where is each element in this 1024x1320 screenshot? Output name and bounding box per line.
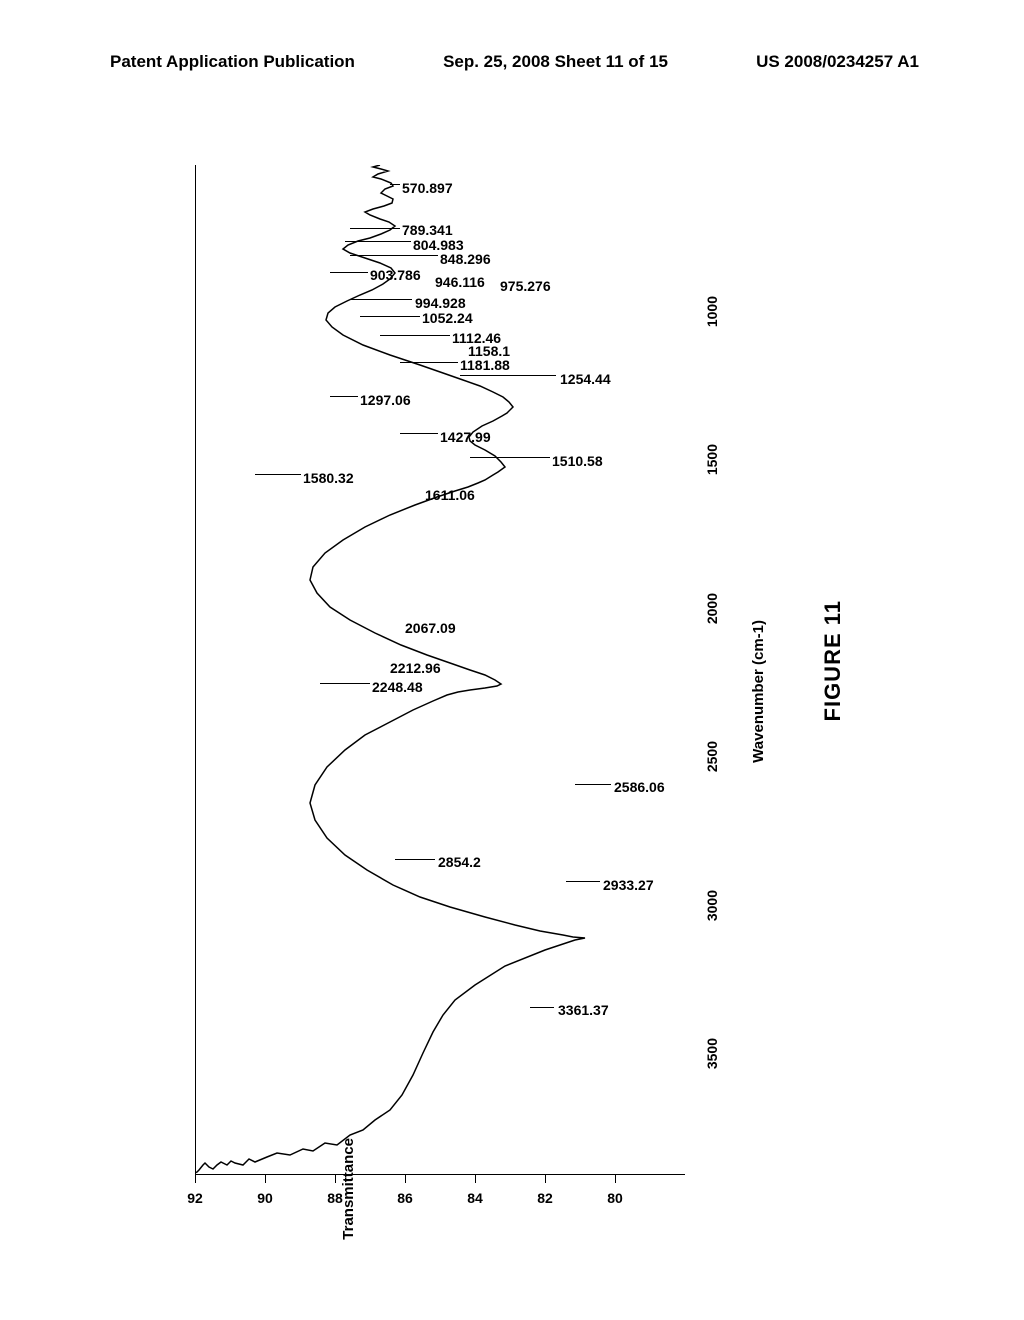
x-tick-label: 92 (187, 1190, 203, 1206)
x-tick (265, 1175, 266, 1183)
peak-label: 1254.44 (560, 371, 611, 387)
y-tick-label: 1500 (704, 444, 720, 475)
peak-indicator-line (330, 272, 368, 273)
x-tick-label: 82 (537, 1190, 553, 1206)
peak-indicator-line (566, 881, 600, 882)
page-header: Patent Application Publication Sep. 25, … (0, 52, 1024, 72)
peak-indicator-line (530, 1007, 554, 1008)
peak-label: 1427.99 (440, 429, 491, 445)
peak-label: 1580.32 (303, 470, 354, 486)
y-tick-label: 2000 (704, 593, 720, 624)
peak-label: 848.296 (440, 251, 491, 267)
y-tick-label: 2500 (704, 741, 720, 772)
peak-indicator-line (350, 255, 438, 256)
peak-label: 789.341 (402, 222, 453, 238)
peak-indicator-line (350, 228, 400, 229)
x-axis-label: Transmittance (340, 1138, 357, 1240)
peak-label: 570.897 (402, 180, 453, 196)
peak-indicator-line (345, 241, 411, 242)
peak-indicator-line (255, 474, 301, 475)
peak-label: 946.116 (435, 274, 485, 290)
peak-indicator-line (360, 316, 420, 317)
peak-label: 1510.58 (552, 453, 603, 469)
peak-label: 903.786 (370, 267, 421, 283)
peak-label: 2586.06 (614, 779, 665, 795)
peak-label: 1052.24 (422, 310, 473, 326)
x-tick (615, 1175, 616, 1183)
x-tick-label: 80 (607, 1190, 623, 1206)
peak-indicator-line (470, 457, 550, 458)
peak-label: 1181.88 (460, 357, 510, 373)
y-axis-label: Wavenumber (cm-1) (750, 620, 767, 763)
peak-indicator-line (400, 362, 458, 363)
header-left: Patent Application Publication (110, 52, 355, 72)
x-tick (545, 1175, 546, 1183)
peak-indicator-line (330, 396, 358, 397)
figure-caption: FIGURE 11 (820, 600, 846, 721)
peak-label: 994.928 (415, 295, 466, 311)
x-tick-label: 84 (467, 1190, 483, 1206)
y-tick-label: 1000 (704, 296, 720, 327)
y-tick-label: 3000 (704, 890, 720, 921)
x-tick (335, 1175, 336, 1183)
y-tick-label: 3500 (704, 1038, 720, 1069)
peak-label: 2933.27 (603, 877, 654, 893)
peak-indicator-line (320, 683, 370, 684)
x-tick (475, 1175, 476, 1183)
x-tick (405, 1175, 406, 1183)
x-tick-label: 86 (397, 1190, 413, 1206)
peak-label: 2854.2 (438, 854, 481, 870)
peak-indicator-line (575, 784, 611, 785)
header-center: Sep. 25, 2008 Sheet 11 of 15 (443, 52, 668, 72)
peak-indicator-line (390, 184, 400, 185)
peak-label: 2212.96 (390, 660, 441, 676)
header-right: US 2008/0234257 A1 (756, 52, 919, 72)
x-tick (195, 1175, 196, 1183)
peak-indicator-line (350, 299, 412, 300)
peak-label: 2067.09 (405, 620, 456, 636)
x-tick-label: 90 (257, 1190, 273, 1206)
peak-indicator-line (395, 859, 435, 860)
peak-indicator-line (400, 433, 438, 434)
peak-label: 3361.37 (558, 1002, 609, 1018)
peak-label: 1297.06 (360, 392, 411, 408)
peak-indicator-line (460, 375, 556, 376)
peak-label: 1611.06 (425, 487, 475, 503)
peak-label: 2248.48 (372, 679, 423, 695)
peak-indicator-line (380, 335, 450, 336)
peak-label: 975.276 (500, 278, 551, 294)
